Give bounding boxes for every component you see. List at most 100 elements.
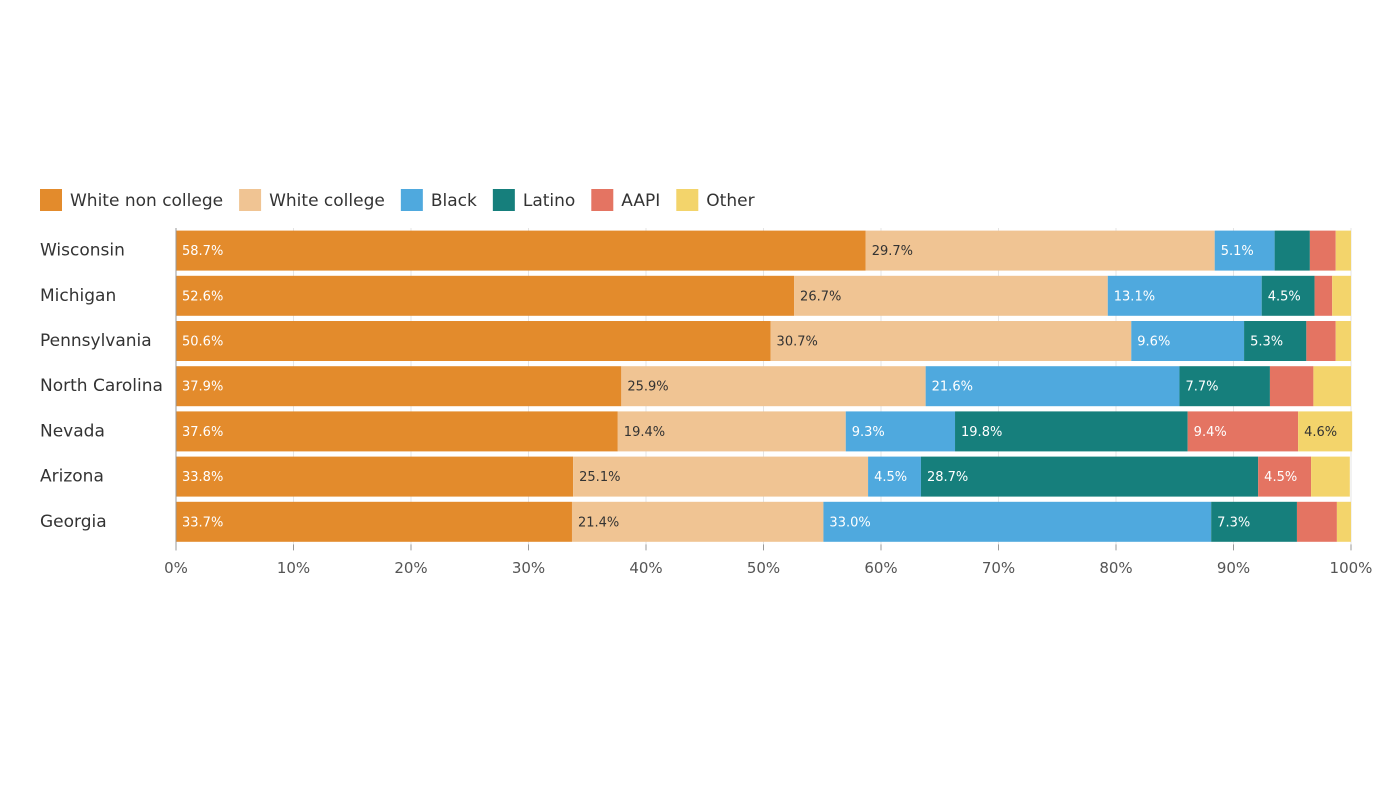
value-label: 33.7% — [182, 515, 223, 530]
value-label: 5.1% — [1221, 244, 1254, 259]
bar-segment — [1309, 230, 1336, 271]
value-label: 37.6% — [182, 425, 223, 440]
legend-swatch — [400, 189, 423, 211]
bar-segment — [1335, 321, 1351, 361]
bar-segment — [1306, 321, 1336, 361]
category-label: Arizona — [40, 467, 104, 487]
value-label: 4.5% — [874, 470, 907, 485]
value-label: 21.6% — [932, 380, 973, 395]
bar-segment — [1269, 366, 1314, 407]
x-tick-label: 0% — [164, 559, 188, 577]
bar-segment — [920, 456, 1259, 497]
x-tick-label: 10% — [277, 559, 310, 577]
value-label: 5.3% — [1250, 335, 1283, 350]
value-label: 21.4% — [578, 515, 619, 530]
bar-segment — [176, 411, 618, 452]
x-tick-label: 70% — [982, 559, 1015, 577]
bar-segment — [823, 501, 1212, 542]
bar-segment — [1336, 501, 1351, 542]
bar-segment — [1107, 275, 1262, 316]
bar-segment — [845, 411, 956, 452]
bar-segment — [573, 456, 869, 497]
x-tick-label: 100% — [1330, 559, 1373, 577]
bar-segment — [571, 501, 824, 542]
value-label: 28.7% — [927, 470, 968, 485]
value-label: 30.7% — [777, 335, 818, 350]
x-tick-label: 40% — [629, 559, 662, 577]
category-label: Michigan — [40, 286, 116, 306]
legend-swatch — [492, 189, 515, 211]
bar-segment — [1335, 230, 1351, 271]
legend-label: White non college — [70, 191, 223, 211]
bar-segment — [1244, 321, 1307, 361]
bar-segment — [617, 411, 846, 452]
bar-segment — [955, 411, 1188, 452]
legend-swatch — [591, 189, 614, 211]
value-label: 4.6% — [1304, 425, 1337, 440]
bar-segment — [176, 366, 622, 407]
bar-segment — [770, 321, 1132, 361]
value-label: 7.3% — [1217, 515, 1250, 530]
bar-segment — [176, 501, 572, 542]
bar-segment — [1211, 501, 1297, 542]
value-label: 13.1% — [1114, 289, 1155, 304]
value-label: 52.6% — [182, 289, 223, 304]
value-label: 33.8% — [182, 470, 223, 485]
x-tick-label: 50% — [747, 559, 780, 577]
value-label: 7.7% — [1185, 380, 1218, 395]
legend-label: Latino — [523, 191, 575, 211]
x-tick-label: 30% — [512, 559, 545, 577]
bar-segment — [1332, 275, 1351, 316]
value-label: 4.5% — [1264, 470, 1297, 485]
legend-label: Black — [431, 191, 477, 211]
legend-swatch — [676, 189, 699, 211]
value-label: 19.4% — [624, 425, 665, 440]
bar-segment — [1296, 501, 1337, 542]
bar-segment — [794, 275, 1108, 316]
bar-segment — [1179, 366, 1270, 407]
bar-segment — [1187, 411, 1299, 452]
category-label: Pennsylvania — [40, 331, 152, 351]
bar-segment — [1214, 230, 1275, 271]
value-label: 26.7% — [800, 289, 841, 304]
category-label: Wisconsin — [40, 241, 125, 261]
bar-segment — [176, 321, 771, 361]
category-label: North Carolina — [40, 376, 163, 396]
value-label: 9.6% — [1137, 335, 1170, 350]
bar-segment — [621, 366, 926, 407]
value-label: 19.8% — [961, 425, 1002, 440]
value-label: 4.5% — [1268, 289, 1301, 304]
value-label: 25.1% — [579, 470, 620, 485]
bar-segment — [925, 366, 1180, 407]
value-label: 29.7% — [872, 244, 913, 259]
bar-segment — [1258, 456, 1312, 497]
x-tick-label: 90% — [1217, 559, 1250, 577]
bar-segment — [1131, 321, 1245, 361]
bar-segment — [865, 230, 1215, 271]
value-label: 37.9% — [182, 380, 223, 395]
value-label: 25.9% — [627, 380, 668, 395]
x-tick-label: 80% — [1099, 559, 1132, 577]
bar-segment — [868, 456, 921, 497]
bar-segment — [176, 230, 866, 271]
value-label: 9.4% — [1194, 425, 1227, 440]
bar-segment — [1311, 456, 1350, 497]
bar-segment — [1313, 366, 1351, 407]
legend-swatch — [40, 189, 62, 211]
legend-swatch — [239, 189, 262, 211]
bar-segment — [1261, 275, 1315, 316]
category-label: Georgia — [40, 512, 107, 532]
bar-segment — [1274, 230, 1310, 271]
legend-label: White college — [269, 191, 385, 211]
bar-segment — [176, 456, 574, 497]
category-label: Nevada — [40, 421, 105, 441]
bar-segment — [176, 275, 795, 316]
value-label: 58.7% — [182, 244, 223, 259]
legend-label: AAPI — [621, 191, 660, 211]
x-tick-label: 60% — [864, 559, 897, 577]
value-label: 33.0% — [829, 515, 870, 530]
legend-label: Other — [706, 191, 754, 211]
bar-segment — [1298, 411, 1353, 452]
value-label: 9.3% — [852, 425, 885, 440]
